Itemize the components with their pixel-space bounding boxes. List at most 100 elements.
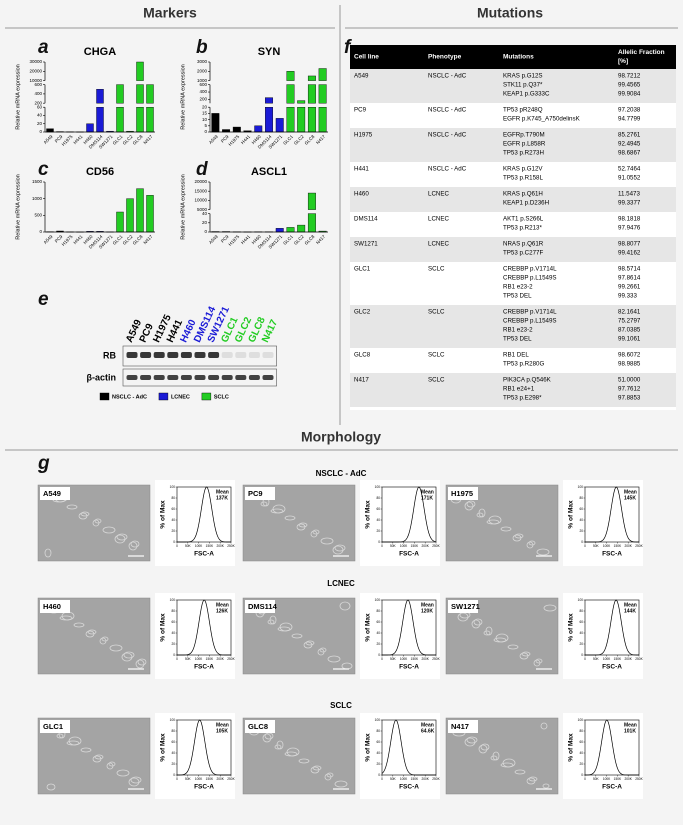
cell-shape [536, 548, 550, 556]
x-tick-label: 250K [635, 657, 643, 661]
x-tick-label: PC9 [220, 234, 230, 244]
y-tick-label: 40 [171, 751, 175, 755]
cell-shape [473, 618, 483, 626]
y-tick-label: 20 [376, 762, 380, 766]
y-tick-label: 40 [171, 631, 175, 635]
x-tick-label: 0 [381, 657, 383, 661]
bar [318, 68, 327, 81]
cell-shape [543, 604, 557, 612]
y-tick-label: 80 [579, 496, 583, 500]
name-box [40, 600, 70, 613]
x-axis-label: FSC-A [399, 551, 419, 558]
name-box [448, 720, 478, 733]
mutation: EGFRp.T790M [503, 132, 545, 139]
x-tick-label: 200K [624, 544, 632, 548]
y-axis-label: % of Max [568, 500, 575, 529]
y-tick-label: 40 [579, 518, 583, 522]
bar [136, 188, 144, 233]
allelic-fraction: 52.7464 [618, 166, 641, 173]
name-box [448, 487, 478, 500]
cell-shape [286, 747, 300, 757]
mean-label: Mean [421, 602, 434, 608]
x-tick-label: H460 [251, 234, 262, 245]
x-tick-label: 150K [411, 777, 419, 781]
cell-shape [540, 722, 548, 730]
y-tick-label: 0 [581, 653, 583, 657]
mean-label: Mean [624, 602, 637, 608]
actin-band [221, 375, 233, 380]
chart-title: ASCL1 [251, 166, 287, 178]
cell-name: N417 [451, 722, 469, 731]
histogram-bg [155, 713, 235, 799]
bar [265, 97, 273, 104]
y-tick-label: 20 [579, 762, 583, 766]
rb-band [140, 352, 152, 358]
bar [286, 84, 295, 104]
y-tick-label: 15000 [194, 188, 207, 193]
x-axis-label: FSC-A [602, 784, 622, 791]
bar [307, 75, 316, 81]
cell-name: GLC1 [43, 722, 63, 731]
allelic-fraction: 98.5714 [618, 266, 641, 273]
allelic-fraction: 99.1061 [618, 336, 641, 343]
mutation: CREBBP p.V1714L [503, 309, 557, 316]
histogram-bg [563, 713, 643, 799]
micrograph [445, 717, 559, 795]
histogram-bg [360, 713, 440, 799]
bar [116, 106, 124, 133]
y-tick-label: 40 [202, 211, 208, 216]
y-axis-label: % of Max [160, 613, 167, 642]
mutation: TP53 p.R280G [503, 361, 544, 368]
y-tick-label: 80 [376, 729, 380, 733]
cell-shape [483, 630, 491, 636]
y-tick-label: 40 [579, 631, 583, 635]
x-axis-label: FSC-A [602, 664, 622, 671]
cell-line: H441 [354, 166, 369, 173]
y-tick-label: 400 [34, 91, 42, 96]
mutation: STK11 p.Q37* [503, 82, 543, 89]
x-axis-label: FSC-A [602, 551, 622, 558]
mean-value: 171K [421, 495, 433, 501]
y-tick-label: 0 [581, 773, 583, 777]
x-tick-label: 0 [584, 657, 586, 661]
legend-swatch [99, 392, 110, 401]
x-tick-label: 50K [390, 544, 397, 548]
group-label: LCNEC [327, 579, 355, 588]
rb-band [262, 352, 274, 358]
phenotype: LCNEC [428, 216, 450, 223]
y-tick-label: 100 [578, 718, 584, 722]
x-tick-label: H460 [251, 134, 262, 145]
histogram-curve [584, 719, 639, 776]
allelic-fraction: 99.333 [618, 293, 637, 300]
x-tick-label: 0 [176, 657, 178, 661]
cell-shape [274, 744, 282, 750]
rb-band [180, 352, 192, 358]
cell-shape [291, 633, 303, 639]
y-tick-label: 0 [378, 653, 380, 657]
plot-frame [381, 486, 437, 543]
y-tick-label: 0 [378, 540, 380, 544]
cell-shape [108, 761, 116, 767]
bar [146, 84, 154, 104]
chart-title: CD56 [86, 166, 114, 178]
y-tick-label: 20 [171, 762, 175, 766]
bar [307, 84, 316, 104]
mutation: RB1 e24+1 [503, 386, 535, 393]
allelic-fraction: 98.6867 [618, 150, 641, 157]
phenotype: NSCLC - AdC [428, 73, 467, 80]
cell-shape [528, 540, 536, 546]
cell-shape [44, 548, 52, 558]
x-tick-label: 150K [411, 544, 419, 548]
mean-label: Mean [624, 722, 637, 728]
y-tick-label: 1000 [197, 78, 208, 83]
bar [136, 106, 144, 133]
y-tick-label: 100 [170, 598, 176, 602]
x-tick-label: 150K [411, 657, 419, 661]
y-tick-label: 40 [376, 751, 380, 755]
actin-band [126, 375, 138, 380]
mutation: TP53 p.R213* [503, 225, 542, 232]
y-tick-label: 80 [376, 609, 380, 613]
y-tick-label: 40 [579, 751, 583, 755]
cell-line: DMS114 [354, 216, 378, 223]
histogram-bg [563, 593, 643, 679]
